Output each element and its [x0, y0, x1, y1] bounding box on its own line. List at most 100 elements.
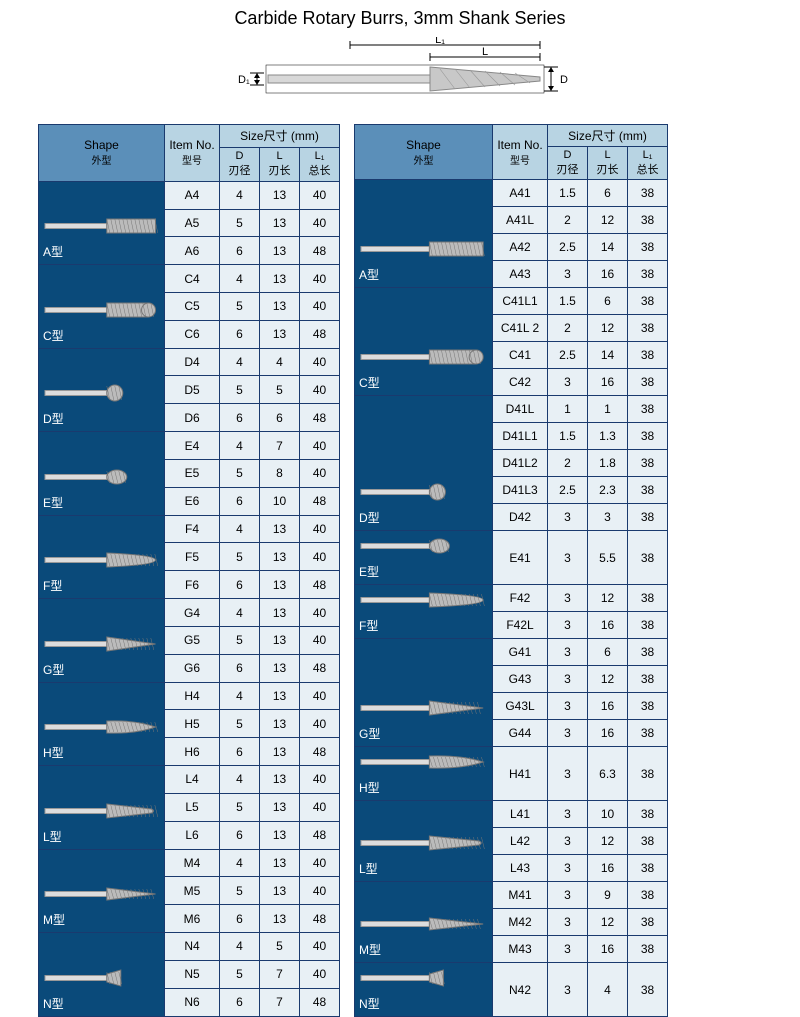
shape-cell: G型	[39, 599, 165, 682]
cell-d: 1	[548, 396, 588, 423]
cell-d: 6	[220, 738, 260, 766]
cell-item: L5	[165, 793, 220, 821]
cell-l: 13	[260, 905, 300, 933]
table-row: G型G441340	[39, 599, 340, 627]
header-d: D刃径	[548, 147, 588, 180]
cell-d: 3	[548, 666, 588, 693]
cell-l: 16	[588, 369, 628, 396]
cell-l: 6	[588, 639, 628, 666]
cell-item: L41	[493, 801, 548, 828]
cell-l1: 48	[300, 738, 340, 766]
cell-l1: 40	[300, 515, 340, 543]
cell-d: 4	[220, 599, 260, 627]
cell-l: 13	[260, 738, 300, 766]
cell-d: 5	[220, 543, 260, 571]
cell-item: G6	[165, 654, 220, 682]
cell-l1: 48	[300, 237, 340, 265]
page-title: Carbide Rotary Burrs, 3mm Shank Series	[38, 8, 762, 29]
cell-item: D6	[165, 404, 220, 432]
cell-d: 4	[220, 682, 260, 710]
cell-d: 3	[548, 828, 588, 855]
cell-item: M5	[165, 877, 220, 905]
cell-item: D41L	[493, 396, 548, 423]
cell-item: F4	[165, 515, 220, 543]
header-item: Item No.型号	[493, 125, 548, 180]
cell-item: E4	[165, 432, 220, 460]
cell-l1: 38	[628, 828, 668, 855]
cell-item: G43L	[493, 693, 548, 720]
cell-l1: 38	[628, 693, 668, 720]
cell-d: 1.5	[548, 423, 588, 450]
shape-cell: C型	[39, 265, 165, 348]
cell-d: 6	[220, 821, 260, 849]
cell-l1: 38	[628, 639, 668, 666]
cell-d: 2.5	[548, 234, 588, 261]
table-row: N型N423438	[355, 963, 668, 1017]
cell-item: A5	[165, 209, 220, 237]
cell-l1: 48	[300, 654, 340, 682]
cell-item: N6	[165, 988, 220, 1016]
cell-d: 3	[548, 855, 588, 882]
cell-d: 3	[548, 639, 588, 666]
table-row: E型E4135.538	[355, 531, 668, 585]
cell-d: 5	[220, 877, 260, 905]
cell-l: 10	[260, 487, 300, 515]
cell-item: D42	[493, 504, 548, 531]
cell-l: 6	[588, 180, 628, 207]
table-row: A型A441340	[39, 181, 340, 209]
label-l: L	[482, 46, 488, 58]
cell-item: C4	[165, 265, 220, 293]
shape-cell: A型	[39, 181, 165, 264]
shape-cell: A型	[355, 180, 493, 288]
cell-l1: 38	[628, 450, 668, 477]
shape-cell: M型	[355, 882, 493, 963]
cell-d: 2	[548, 450, 588, 477]
shape-cell: C型	[355, 288, 493, 396]
cell-l1: 38	[628, 504, 668, 531]
cell-l1: 40	[300, 766, 340, 794]
cell-d: 5	[220, 626, 260, 654]
cell-d: 1.5	[548, 288, 588, 315]
shape-cell: F型	[355, 585, 493, 639]
cell-l: 6	[588, 288, 628, 315]
label-d: D	[560, 74, 568, 86]
cell-l: 13	[260, 237, 300, 265]
table-row: H型H441340	[39, 682, 340, 710]
cell-l1: 48	[300, 988, 340, 1016]
cell-d: 4	[220, 348, 260, 376]
table-row: N型N44540	[39, 933, 340, 961]
cell-l: 5.5	[588, 531, 628, 585]
cell-d: 2.5	[548, 477, 588, 504]
cell-item: H6	[165, 738, 220, 766]
cell-d: 4	[220, 265, 260, 293]
cell-l: 12	[588, 585, 628, 612]
cell-l: 6.3	[588, 747, 628, 801]
cell-item: E41	[493, 531, 548, 585]
cell-l1: 38	[628, 342, 668, 369]
cell-d: 2.5	[548, 342, 588, 369]
cell-l: 9	[588, 882, 628, 909]
cell-l: 13	[260, 793, 300, 821]
shape-cell: N型	[355, 963, 493, 1017]
cell-l: 7	[260, 960, 300, 988]
cell-l1: 40	[300, 209, 340, 237]
cell-l1: 40	[300, 599, 340, 627]
cell-item: E5	[165, 459, 220, 487]
cell-l: 10	[588, 801, 628, 828]
cell-l1: 38	[628, 855, 668, 882]
cell-item: A6	[165, 237, 220, 265]
header-size: Size尺寸 (mm)	[220, 125, 340, 148]
table-row: L型L4131038	[355, 801, 668, 828]
cell-l1: 40	[300, 793, 340, 821]
cell-l: 12	[588, 828, 628, 855]
cell-l1: 40	[300, 348, 340, 376]
cell-d: 2	[548, 315, 588, 342]
cell-l: 4	[260, 348, 300, 376]
cell-l: 13	[260, 766, 300, 794]
cell-l1: 40	[300, 849, 340, 877]
cell-l: 12	[588, 666, 628, 693]
cell-l1: 38	[628, 909, 668, 936]
cell-item: D41L1	[493, 423, 548, 450]
cell-item: L6	[165, 821, 220, 849]
shape-cell: E型	[355, 531, 493, 585]
